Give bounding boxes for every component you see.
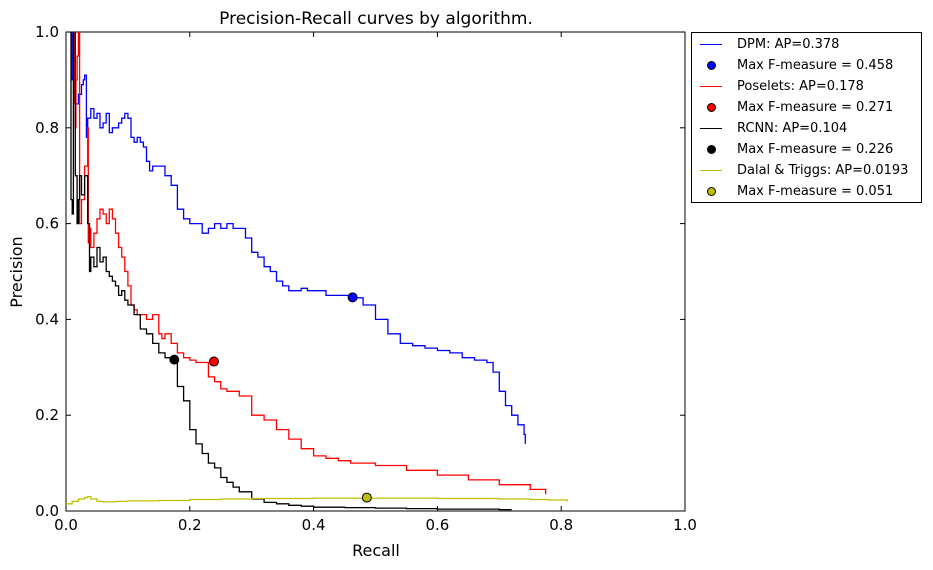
legend-entry: Max F-measure = 0.271 [692, 98, 921, 118]
y-tick-label: 0.2 [35, 406, 59, 424]
max-f-marker-1 [208, 356, 219, 367]
legend-entry: RCNN: AP=0.104 [692, 119, 921, 139]
x-tick-label: 0.6 [425, 516, 449, 534]
max-f-marker-2 [169, 354, 180, 365]
legend-entry: DPM: AP=0.378 [692, 35, 921, 55]
series-line-3 [66, 495, 569, 505]
chart-title: Precision-Recall curves by algorithm. [219, 9, 533, 29]
x-tick-label: 1.0 [673, 516, 697, 534]
legend-label: RCNN: AP=0.104 [737, 121, 848, 136]
y-tick-label: 0.4 [35, 310, 59, 328]
legend-dot-swatch [707, 187, 716, 196]
legend-entry: Max F-measure = 0.226 [692, 140, 921, 160]
legend-dot-swatch [707, 103, 716, 112]
y-tick-label: 1.0 [35, 23, 59, 41]
y-tick-label: 0.6 [35, 215, 59, 233]
plot-area [65, 31, 686, 512]
legend-entry: Max F-measure = 0.051 [692, 182, 921, 202]
series-lines [66, 32, 569, 511]
legend-dot-swatch [707, 61, 716, 70]
max-f-markers [169, 292, 372, 503]
legend-dot-swatch [707, 145, 716, 154]
y-tick-label: 0.0 [35, 502, 59, 520]
x-tick-label: 0.2 [178, 516, 202, 534]
axis-ticks: 0.0 0.2 0.4 0.6 0.8 1.0 0.0 0.2 0.4 0.6 0.8 1.0 [35, 23, 697, 534]
max-f-marker-0 [347, 292, 358, 303]
max-f-marker-3 [361, 492, 372, 503]
series-line-0 [69, 32, 526, 444]
legend-label: Max F-measure = 0.458 [737, 58, 894, 73]
x-tick-label: 0.4 [302, 516, 326, 534]
legend-label: Max F-measure = 0.051 [737, 184, 894, 199]
legend-line-swatch [700, 44, 722, 45]
y-tick-label: 0.8 [35, 119, 59, 137]
x-tick-label: 0.8 [549, 516, 573, 534]
x-tick-label: 0.0 [54, 516, 78, 534]
legend-line-swatch [700, 128, 722, 129]
x-axis-label: Recall [352, 541, 400, 560]
legend-label: Dalal & Triggs: AP=0.0193 [737, 163, 909, 178]
series-line-2 [69, 32, 512, 511]
y-axis-label: Precision [7, 236, 26, 307]
legend-entry: Dalal & Triggs: AP=0.0193 [692, 161, 921, 181]
legend-entry: Max F-measure = 0.458 [692, 56, 921, 76]
legend-label: DPM: AP=0.378 [737, 37, 840, 52]
legend-label: Max F-measure = 0.271 [737, 100, 894, 115]
legend-label: Poselets: AP=0.178 [737, 79, 864, 94]
legend: DPM: AP=0.378 Max F-measure = 0.458 Posele… [691, 32, 922, 203]
legend-line-swatch [700, 86, 722, 87]
legend-label: Max F-measure = 0.226 [737, 142, 894, 157]
legend-line-swatch [700, 170, 722, 171]
legend-entry: Poselets: AP=0.178 [692, 77, 921, 97]
